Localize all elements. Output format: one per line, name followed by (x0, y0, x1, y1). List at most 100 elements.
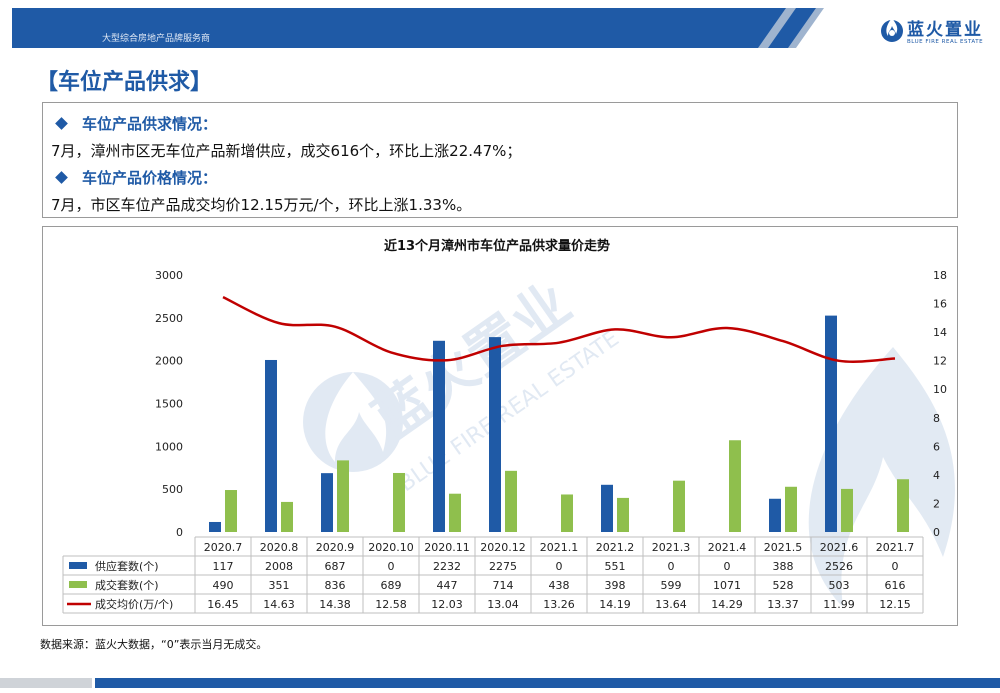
flame-icon (881, 18, 903, 42)
data-label: 12.15 (879, 598, 911, 611)
page-title: 【车位产品供求】 (36, 70, 213, 95)
data-label: 0 (892, 560, 899, 573)
y-right-tick-label: 10 (933, 383, 947, 396)
brand-logo: 蓝火置业 BLUE FIRE REAL ESTATE (880, 14, 998, 48)
deals-bar (897, 479, 909, 532)
y-right-tick-label: 8 (933, 412, 940, 425)
data-label: 13.64 (655, 598, 687, 611)
data-label: 2526 (825, 560, 853, 573)
price-text: 7月，市区车位产品成交均价12.15万元/个，环比上涨1.33%。 (51, 196, 472, 214)
y-left-tick-label: 2500 (155, 312, 183, 325)
legend-label: 成交套数(个) (95, 578, 159, 592)
legend-label: 成交均价(万/个) (95, 597, 173, 611)
x-tick-label: 2020.12 (480, 541, 526, 554)
diamond-bullet-icon (55, 171, 68, 184)
deals-bar (393, 472, 405, 532)
y-right-tick-label: 12 (933, 355, 947, 368)
x-tick-label: 2020.10 (368, 541, 414, 554)
supply-heading: 车位产品供求情况： (51, 113, 217, 134)
data-label: 0 (724, 560, 731, 573)
header-slogan: 大型综合房地产品牌服务商 (102, 34, 211, 44)
data-label: 2008 (265, 560, 293, 573)
price-heading: 车位产品价格情况： (51, 167, 217, 188)
y-right-tick-label: 16 (933, 298, 947, 311)
deals-bar (449, 493, 461, 532)
header-stripe (757, 8, 797, 48)
data-label: 687 (325, 560, 346, 573)
y-right-tick-label: 6 (933, 440, 940, 453)
brand-name: 蓝火置业 (907, 20, 983, 40)
data-label: 13.26 (543, 598, 575, 611)
y-left-tick-label: 500 (162, 483, 183, 496)
price-heading-text: 车位产品价格情况： (82, 169, 218, 187)
deals-bar (729, 440, 741, 532)
data-label: 438 (549, 579, 570, 592)
data-label: 117 (213, 560, 234, 573)
supply-bar (769, 498, 781, 532)
y-right-tick-label: 14 (933, 326, 947, 339)
supply-bar (825, 315, 837, 532)
data-label: 490 (213, 579, 234, 592)
data-label: 12.03 (431, 598, 463, 611)
supply-bar (265, 359, 277, 532)
data-label: 351 (269, 579, 290, 592)
deals-bar (505, 470, 517, 532)
data-label: 12.58 (375, 598, 407, 611)
supply-text: 7月，漳州市区无车位产品新增供应，成交616个，环比上涨22.47%； (51, 142, 522, 160)
chart-svg: 蓝火置业 BLUE FIRE REAL ESTATE 近13个月漳州市车位产品供… (62, 238, 955, 614)
price-series-line (222, 295, 896, 363)
data-source-note: 数据来源：蓝火大数据，“0”表示当月无成交。 (40, 638, 268, 651)
data-label: 13.04 (487, 598, 519, 611)
data-label: 714 (493, 579, 514, 592)
y-left-tick-label: 1500 (155, 398, 183, 411)
y-left-tick-label: 0 (176, 526, 183, 539)
summary-box: 车位产品供求情况： 7月，漳州市区无车位产品新增供应，成交616个，环比上涨22… (42, 102, 958, 218)
data-label: 0 (388, 560, 395, 573)
data-label: 528 (773, 579, 794, 592)
chart-panel: 蓝火置业 BLUE FIRE REAL ESTATE 近13个月漳州市车位产品供… (42, 226, 958, 626)
y-right-tick-label: 4 (933, 469, 940, 482)
chart-title: 近13个月漳州市车位产品供求量价走势 (384, 238, 610, 254)
brand-en: BLUE FIRE REAL ESTATE (907, 39, 984, 45)
deals-bar (841, 488, 853, 532)
y-left-tick-label: 2000 (155, 355, 183, 368)
data-label: 503 (829, 579, 850, 592)
x-tick-label: 2021.2 (596, 541, 635, 554)
chart-data-table: 2020.7 2020.8 2020.9 2020.10 2020.11 2020.12 2… (62, 536, 924, 614)
data-label: 836 (325, 579, 346, 592)
chart-price-line (222, 295, 896, 363)
deals-bar (785, 486, 797, 532)
supply-heading-text: 车位产品供求情况： (82, 115, 218, 133)
data-label: 616 (885, 579, 906, 592)
y-left-tick-label: 1000 (155, 440, 183, 453)
x-tick-label: 2020.8 (260, 541, 299, 554)
watermark: 蓝火置业 BLUE FIRE REAL ESTATE (303, 271, 955, 607)
deals-bar (673, 480, 685, 532)
x-tick-label: 2020.9 (316, 541, 355, 554)
data-label: 2232 (433, 560, 461, 573)
legend-swatch (69, 581, 87, 588)
data-label: 689 (381, 579, 402, 592)
data-label: 14.19 (599, 598, 631, 611)
footer-blue-bar (95, 678, 1000, 688)
watermark-flame-icon (303, 347, 955, 607)
deals-bar (337, 460, 349, 532)
data-label: 0 (668, 560, 675, 573)
legend-swatch (69, 562, 87, 569)
x-tick-label: 2021.7 (876, 541, 915, 554)
x-tick-label: 2021.5 (764, 541, 803, 554)
data-label: 2275 (489, 560, 517, 573)
y-right-tick-label: 18 (933, 269, 947, 282)
data-label: 13.37 (767, 598, 799, 611)
data-label: 14.63 (263, 598, 295, 611)
data-label: 398 (605, 579, 626, 592)
x-tick-label: 2021.3 (652, 541, 691, 554)
chart-bars (209, 315, 909, 532)
data-label: 599 (661, 579, 682, 592)
supply-bar (433, 340, 445, 532)
supply-bar (209, 521, 221, 532)
deals-bar (281, 501, 293, 532)
data-label: 14.38 (319, 598, 351, 611)
deals-bar (561, 494, 573, 532)
data-label: 11.99 (823, 598, 855, 611)
